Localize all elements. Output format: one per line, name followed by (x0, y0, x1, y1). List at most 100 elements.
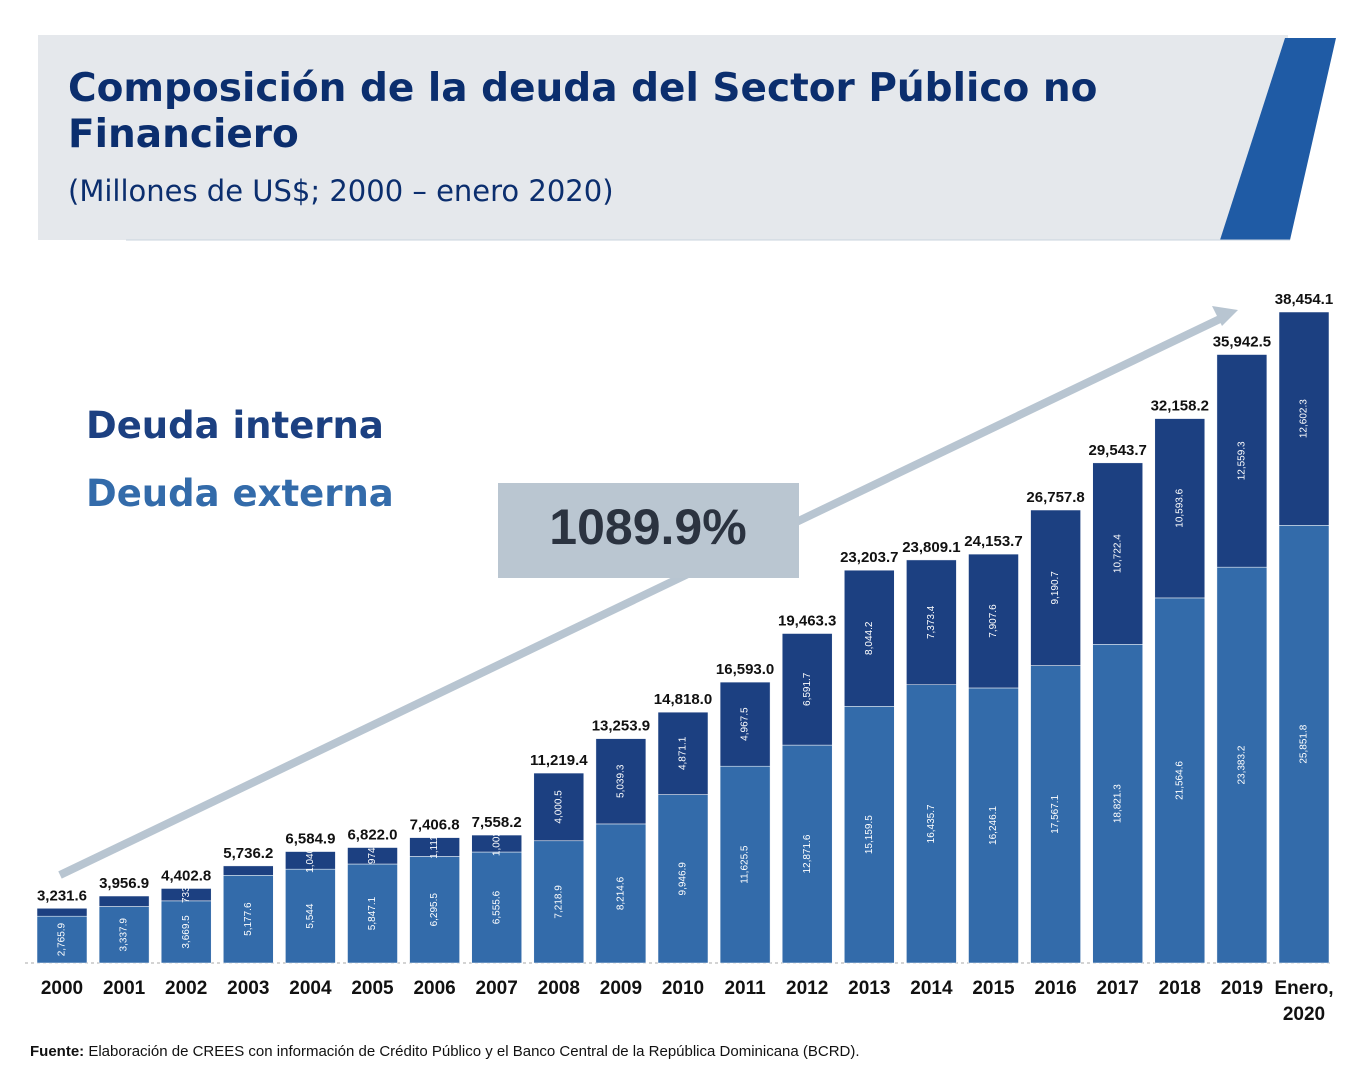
segment-label: 21,564.6 (1174, 761, 1185, 800)
bar-segment (36, 915, 88, 964)
x-tick-label: 2017 (1096, 978, 1139, 999)
bar-segment (719, 681, 771, 767)
segment-label: 1,111 (429, 835, 440, 859)
annotation-box (498, 483, 799, 578)
segment-label: 733 (181, 886, 192, 903)
legend-entry: Deuda interna (86, 404, 384, 447)
total-label: 26,757.8 (1026, 489, 1084, 506)
bar-segment (595, 823, 647, 964)
segment-label: 1,040 (305, 847, 316, 872)
bar-segment (285, 868, 336, 964)
x-tick-label: 2009 (599, 978, 643, 999)
trend-arrow (58, 314, 1224, 879)
bar-segment (844, 569, 895, 707)
bar-segment (347, 863, 398, 964)
bar-segment (781, 633, 833, 746)
bar-segment (1092, 462, 1143, 645)
source: Fuente: Elaboración de CREES con informa… (30, 1043, 860, 1060)
bar-segment (36, 908, 88, 917)
bar-segment (1278, 311, 1330, 526)
bar-segment (1154, 418, 1206, 599)
segment-label: 3,669.5 (181, 915, 192, 949)
bar-segment (906, 559, 957, 686)
x-tick-label: 2019 (1220, 978, 1264, 999)
x-tick-label: 2012 (786, 978, 829, 999)
segment-label: 7,373.4 (926, 605, 937, 639)
x-tick-label: 2013 (848, 978, 891, 999)
segment-label: 7,218.9 (553, 885, 564, 919)
bar-segment (98, 906, 150, 964)
bar-segment (471, 834, 522, 853)
total-label: 32,158.2 (1151, 398, 1209, 415)
segment-label: 16,435.7 (926, 804, 937, 843)
segment-label: 16,246.1 (988, 806, 999, 845)
chart-subtitle: (Millones de US$; 2000 – enero 2020) (68, 174, 614, 208)
total-label: 6,584.9 (285, 831, 335, 848)
total-label: 23,809.1 (902, 539, 960, 556)
x-tick-label: Enero, 2020 (1274, 978, 1334, 1025)
segment-label: 2,765.9 (57, 922, 68, 956)
x-tick-label: 2006 (413, 978, 456, 999)
bar-segment (409, 837, 460, 857)
total-label: 29,543.7 (1089, 442, 1147, 459)
segment-label: 25,851.8 (1299, 724, 1310, 763)
bar-segment (223, 865, 274, 876)
segment-label: 15,159.5 (864, 815, 875, 854)
segment-label: 4,967.5 (740, 707, 751, 741)
bar-segment (1154, 597, 1206, 964)
segment-label: 6,295.5 (429, 893, 440, 927)
bar-segment (657, 794, 709, 964)
total-label: 16,593.0 (716, 661, 774, 678)
bar-segment (657, 711, 709, 795)
segment-label: 9,946.9 (678, 862, 689, 896)
segment-label: 3,337.9 (119, 918, 130, 952)
segment-label: 18,821.3 (1112, 784, 1123, 823)
segment-label: 8,214.6 (616, 876, 627, 910)
x-tick-label: 2004 (289, 978, 332, 999)
segment-label: 5,039.3 (616, 764, 627, 798)
bar-segment (409, 856, 460, 964)
bar-segment (1030, 665, 1081, 964)
segment-label: 23,383.2 (1237, 745, 1248, 784)
total-label: 13,253.9 (592, 718, 650, 735)
total-label: 6,822.0 (347, 827, 397, 844)
total-label: 23,203.7 (840, 549, 898, 566)
bar-segment (1278, 525, 1330, 964)
x-tick-label: 2005 (351, 978, 394, 999)
trend-arrowhead (1212, 306, 1238, 326)
x-tick-label: 2014 (910, 978, 953, 999)
x-tick-label: 2018 (1158, 978, 1201, 999)
total-label: 24,153.7 (964, 533, 1022, 550)
source-text: Elaboración de CREES con información de … (88, 1043, 860, 1060)
segment-label: 6,591.7 (802, 672, 813, 706)
source-label: Fuente: (30, 1043, 85, 1060)
segment-label: 12,871.6 (802, 834, 813, 873)
bar-segment (968, 553, 1019, 689)
total-label: 4,402.8 (161, 867, 211, 884)
total-label: 7,558.2 (472, 814, 522, 831)
total-label: 38,454.1 (1275, 291, 1333, 308)
x-tick-label: 2003 (227, 978, 270, 999)
segment-label: 4,000.5 (553, 790, 564, 824)
segment-label: 17,567.1 (1050, 794, 1061, 833)
total-label: 5,736.2 (223, 845, 273, 862)
x-tick-label: 2011 (724, 978, 766, 999)
bar-segment (471, 851, 522, 964)
header-accent (1220, 38, 1336, 240)
legend-entry: Deuda externa (86, 472, 394, 515)
bar-segment (1030, 509, 1081, 666)
segment-label: 5,177.6 (243, 902, 254, 936)
x-tick-label: 2001 (102, 978, 146, 999)
segment-label: 5,544 (305, 903, 316, 928)
total-label: 7,406.8 (410, 817, 460, 834)
header-band (38, 35, 1288, 240)
bar-segment (98, 895, 150, 907)
segment-label: 974 (367, 847, 378, 864)
segment-label: 1,002 (491, 831, 502, 856)
bar-segment (719, 765, 771, 964)
segment-label: 6,555.6 (491, 890, 502, 924)
segment-label: 5,847.1 (367, 896, 378, 930)
segment-label: 12,602.3 (1299, 399, 1310, 438)
segment-label: 7,907.6 (988, 604, 999, 638)
x-tick-label: 2010 (661, 978, 705, 999)
